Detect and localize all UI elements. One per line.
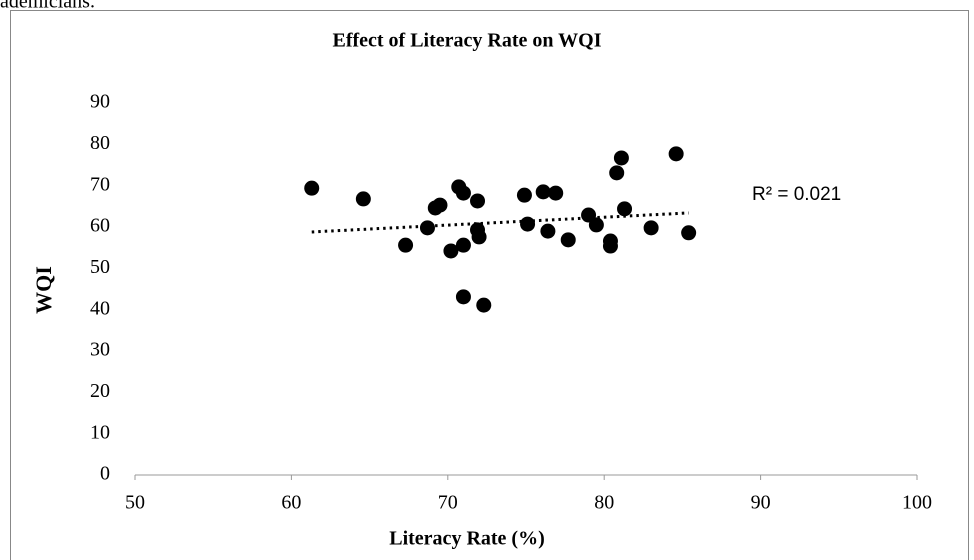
point: [516, 187, 532, 203]
y-tick-label: 0: [100, 463, 110, 485]
point: [304, 180, 320, 196]
y-tick-label: 70: [90, 173, 110, 195]
x-tick-label: 60: [281, 492, 301, 514]
point: [681, 225, 697, 241]
point: [455, 289, 471, 305]
x-tick-label: 70: [438, 492, 458, 514]
point: [476, 297, 492, 313]
y-tick-label: 60: [90, 215, 110, 237]
x-axis-label: Literacy Rate (%): [389, 528, 545, 550]
point: [455, 185, 471, 201]
y-tick-label: 10: [90, 421, 110, 443]
point: [613, 150, 629, 166]
y-axis-label: WQI: [31, 266, 56, 314]
point: [355, 191, 371, 207]
point: [540, 223, 556, 239]
point: [398, 237, 414, 253]
y-tick-label: 20: [90, 380, 110, 402]
point: [548, 185, 564, 201]
y-tick-label: 40: [90, 297, 110, 319]
y-tick-label: 90: [90, 91, 110, 113]
point: [455, 237, 471, 253]
point: [617, 201, 633, 217]
point: [432, 197, 448, 213]
x-tick-label: 100: [902, 492, 932, 514]
x-tick-label: 50: [125, 492, 145, 514]
x-tick-label: 90: [751, 492, 771, 514]
header-text: ademicians.: [0, 0, 95, 13]
point: [602, 238, 618, 254]
chart-border: [10, 10, 969, 560]
point: [535, 184, 551, 200]
point: [471, 229, 487, 245]
trendline-label: R² = 0.021: [752, 184, 841, 205]
y-tick-label: 80: [90, 132, 110, 154]
x-tick-label: 80: [594, 492, 614, 514]
point: [609, 165, 625, 181]
point: [643, 220, 659, 236]
y-tick-label: 30: [90, 339, 110, 361]
point: [668, 146, 684, 162]
point: [520, 216, 536, 232]
point: [470, 193, 486, 209]
y-tick-label: 50: [90, 256, 110, 278]
trendline: [311, 211, 689, 234]
chart-title: Effect of Literacy Rate on WQI: [332, 30, 601, 52]
point: [560, 232, 576, 248]
point: [443, 243, 459, 259]
point: [419, 220, 435, 236]
point: [588, 217, 604, 233]
